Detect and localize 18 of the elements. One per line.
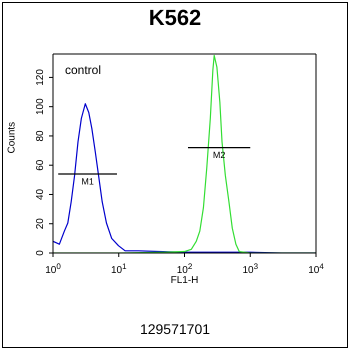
x-tick-label: 10$^{1}$: [110, 262, 128, 276]
y-tick-label: 20: [35, 218, 46, 230]
x-tick-label: 10$^{2}$: [176, 262, 193, 276]
x-tick-label: 10$^{0}$: [45, 262, 62, 276]
y-tick-label: 60: [35, 159, 46, 171]
chart-title: K562: [148, 5, 202, 31]
y-tick-label: 40: [35, 188, 46, 200]
text: 129571701: [138, 321, 212, 337]
annotation: control: [65, 63, 102, 77]
y-tick-label: 120: [35, 68, 46, 86]
y-tick-label: 100: [35, 98, 46, 116]
y-tick-label: 0: [35, 250, 46, 256]
series-label: M1: [81, 176, 94, 186]
y-tick-label: 80: [35, 130, 46, 142]
x-tick-label: 10$^{3}$: [242, 262, 259, 276]
y-axis-title: Counts: [6, 122, 18, 154]
x-axis-title: FL1-H: [170, 275, 198, 286]
x-tick-label: 10$^{4}$: [308, 262, 324, 276]
